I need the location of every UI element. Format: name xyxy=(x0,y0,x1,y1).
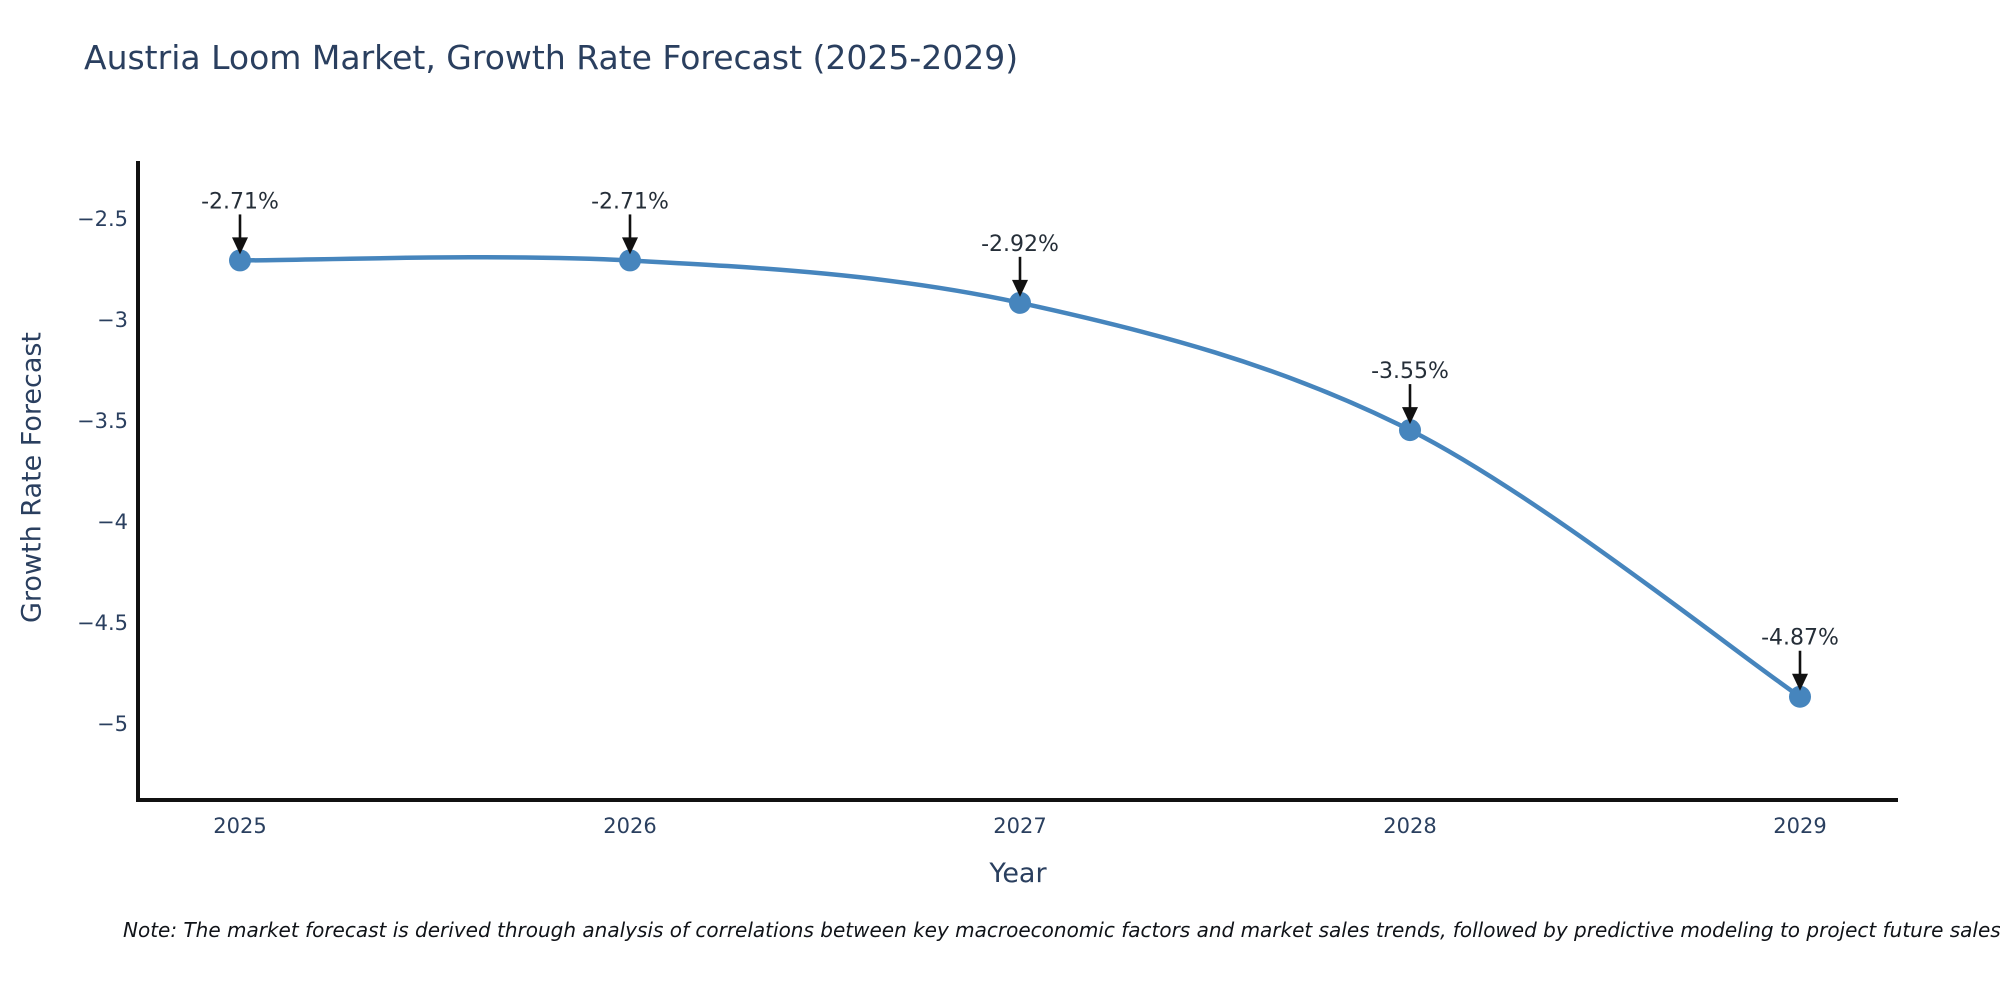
point-value-label: -2.92% xyxy=(981,232,1059,257)
data-point-2027[interactable] xyxy=(1009,291,1031,314)
x-tick-label: 2026 xyxy=(603,814,656,838)
annotation-arrowhead-icon xyxy=(1012,279,1028,297)
y-tick-label: −4 xyxy=(97,510,128,534)
y-tick-label: −2.5 xyxy=(77,207,128,231)
x-tick-label: 2027 xyxy=(993,814,1046,838)
y-tick-label: −4.5 xyxy=(77,611,128,635)
forecast-line xyxy=(239,255,1802,699)
point-value-label: -3.55% xyxy=(1371,359,1449,384)
x-axis-title: Year xyxy=(989,858,1047,889)
data-point-2029[interactable] xyxy=(1789,685,1811,708)
footnote: Note: The market forecast is derived thr… xyxy=(123,918,2000,942)
annotation-arrowhead-icon xyxy=(232,237,248,255)
x-tick-label: 2029 xyxy=(1773,814,1826,838)
data-point-2025[interactable] xyxy=(229,249,251,272)
x-tick-label: 2028 xyxy=(1383,814,1436,838)
y-tick-label: −3.5 xyxy=(77,409,128,433)
annotation-arrowhead-icon xyxy=(1402,407,1418,425)
x-tick-label: 2025 xyxy=(213,814,266,838)
data-point-2026[interactable] xyxy=(619,249,641,272)
y-tick-label: −5 xyxy=(97,712,128,736)
annotation-arrowhead-icon xyxy=(1792,673,1808,691)
data-point-2028[interactable] xyxy=(1399,419,1421,442)
point-value-label: -4.87% xyxy=(1761,626,1839,651)
annotation-arrowhead-icon xyxy=(622,237,638,255)
y-tick-label: −3 xyxy=(97,308,128,332)
point-value-label: -2.71% xyxy=(201,189,279,214)
chart-title: Austria Loom Market, Growth Rate Forecas… xyxy=(84,38,1019,77)
point-value-label: -2.71% xyxy=(591,189,669,214)
